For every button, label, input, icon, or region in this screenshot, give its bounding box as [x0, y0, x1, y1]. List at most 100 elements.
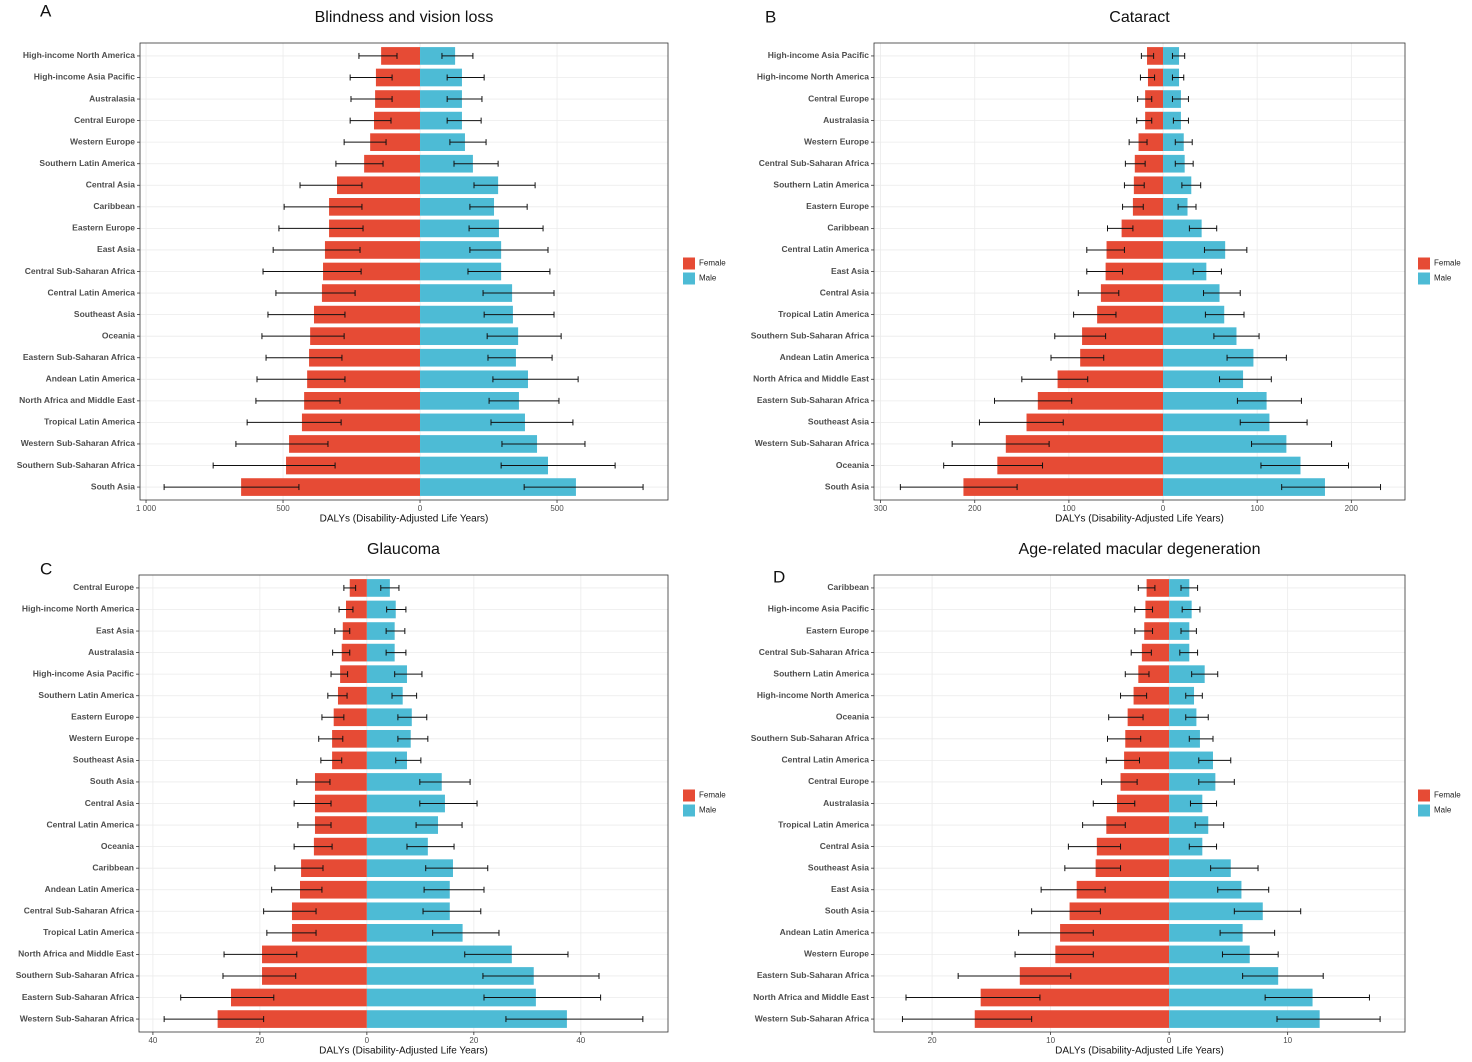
y-tick-label: Central Sub-Saharan Africa: [759, 647, 869, 657]
y-tick-label: Eastern Sub-Saharan Africa: [22, 992, 134, 1002]
bar: [217, 1010, 367, 1028]
y-tick-label: Southern Sub-Saharan Africa: [751, 733, 870, 743]
y-tick-label: Central Europe: [74, 115, 135, 125]
bar: [1163, 327, 1237, 346]
bar: [366, 708, 412, 727]
bar: [366, 859, 453, 878]
bar: [381, 47, 421, 65]
bar: [364, 154, 421, 173]
bar: [1169, 729, 1200, 748]
bar: [329, 219, 421, 238]
y-tick-label: Western Sub-Saharan Africa: [755, 438, 870, 448]
bar: [1116, 794, 1170, 813]
bar: [974, 1010, 1170, 1028]
bar: [420, 456, 548, 475]
y-tick-label: Australasia: [89, 93, 135, 103]
bar: [321, 284, 421, 302]
bar: [1163, 176, 1192, 195]
bar: [1163, 370, 1244, 389]
x-tick-label: 20: [928, 1036, 937, 1045]
bar: [1106, 241, 1164, 259]
bar: [300, 880, 367, 899]
bar: [1163, 262, 1207, 281]
bar: [366, 579, 390, 597]
bar: [1169, 751, 1213, 770]
bar: [1163, 197, 1188, 216]
bar: [329, 197, 421, 216]
x-tick-label: 0: [1161, 504, 1166, 513]
y-tick-label: High-income Asia Pacific: [34, 72, 136, 82]
bar: [324, 241, 421, 259]
bar: [332, 751, 367, 770]
y-tick-label: Central Asia: [820, 841, 870, 851]
y-tick-label: Tropical Latin America: [778, 819, 869, 829]
legend-swatch: [1418, 789, 1430, 802]
bar: [307, 370, 421, 389]
bar: [1057, 370, 1164, 389]
y-tick-label: Western Europe: [69, 733, 134, 743]
x-tick-label: 0: [418, 504, 423, 513]
legend-label: Male: [1434, 806, 1452, 815]
y-tick-label: Australasia: [88, 647, 134, 657]
x-tick-label: 200: [968, 504, 982, 513]
legend-label: Male: [1434, 274, 1452, 283]
y-tick-label: Tropical Latin America: [44, 417, 135, 427]
y-tick-label: Eastern Sub-Saharan Africa: [757, 970, 869, 980]
y-tick-label: Caribbean: [827, 223, 869, 233]
x-tick-label: 500: [550, 504, 564, 513]
bar: [313, 305, 421, 324]
y-tick-label: Central Asia: [86, 180, 136, 190]
y-tick-label: Oceania: [836, 712, 869, 722]
y-tick-label: High-income North America: [23, 50, 135, 60]
bar: [1169, 643, 1190, 662]
bar: [1145, 600, 1170, 619]
bar: [420, 154, 473, 173]
bar: [301, 859, 367, 878]
y-tick-label: South Asia: [91, 481, 135, 491]
bar: [286, 456, 421, 475]
bar: [1163, 68, 1180, 87]
bar: [1060, 924, 1170, 942]
bar: [1145, 111, 1164, 130]
chart-title: Glaucoma: [367, 541, 440, 558]
bar: [323, 262, 421, 281]
bar: [366, 729, 411, 748]
bar: [1096, 837, 1170, 856]
bar: [291, 924, 367, 942]
bar: [420, 392, 519, 410]
y-tick-label: High-income Asia Pacific: [33, 668, 135, 678]
bar: [291, 902, 367, 921]
bar: [366, 751, 407, 770]
x-axis-title: DALYs (Disability-Adjusted Life Years): [319, 1046, 488, 1057]
bar: [366, 837, 428, 856]
x-axis-title: DALYs (Disability-Adjusted Life Years): [1055, 1046, 1224, 1057]
bar: [1169, 686, 1195, 705]
bar: [1134, 154, 1164, 173]
y-tick-label: Central Europe: [73, 582, 134, 592]
legend-swatch: [683, 257, 695, 270]
y-tick-label: Southern Sub-Saharan Africa: [751, 330, 870, 340]
bar: [1169, 708, 1197, 727]
bar: [304, 392, 421, 410]
y-tick-label: Eastern Europe: [71, 712, 134, 722]
bar: [366, 924, 463, 942]
bar: [997, 456, 1164, 475]
bar: [1169, 902, 1263, 921]
bar: [1121, 219, 1164, 238]
bar: [1124, 751, 1170, 770]
bar: [231, 988, 367, 1007]
bar: [420, 478, 576, 496]
y-tick-label: Caribbean: [827, 582, 869, 592]
y-tick-label: Western Europe: [70, 136, 135, 146]
bar: [314, 794, 367, 813]
bar: [1169, 967, 1279, 985]
bar: [366, 665, 407, 683]
bar: [349, 579, 367, 597]
x-tick-label: 20: [469, 1036, 478, 1045]
legend-label: Male: [699, 274, 717, 283]
bar: [1026, 413, 1164, 432]
bar: [1133, 176, 1164, 195]
bar: [1163, 284, 1220, 302]
x-tick-label: 10: [1046, 1036, 1055, 1045]
y-tick-label: Southern Sub-Saharan Africa: [16, 970, 135, 980]
